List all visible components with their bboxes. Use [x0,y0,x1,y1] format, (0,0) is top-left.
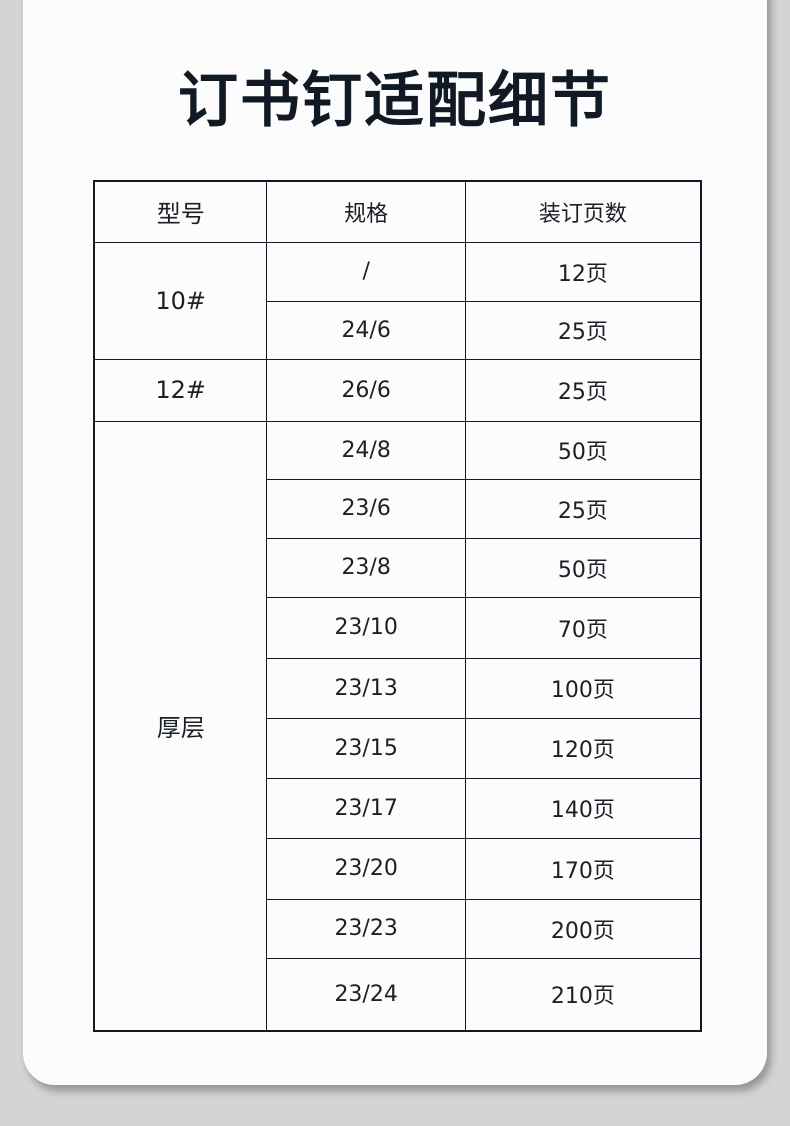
table-row: 厚层 24/8 50页 [93,420,702,1032]
model-cell: 厚层 [93,420,268,1032]
pages-cell: 140页 [464,777,702,839]
page-title: 订书钉适配细节 [178,66,612,136]
spec-cell: 23/23 [266,898,466,959]
table-row: 23/15 120页 [94,717,702,779]
header-spec: 规格 [266,180,466,243]
spec-cell: 23/24 [266,957,466,1032]
pages-cell: 100页 [464,657,702,719]
header-pages: 装订页数 [464,180,702,243]
model-cell: 12# [93,358,268,422]
pages-cell: 200页 [464,898,702,959]
spec-cell: 23/20 [266,837,466,900]
spec-cell: 26/6 [266,358,466,422]
table-header-row: 型号 规格 装订页数 [93,180,702,243]
spec-cell: / [266,241,466,302]
header-model: 型号 [93,180,268,243]
pages-cell: 210页 [464,957,702,1032]
table-row: 23/20 170页 [94,837,702,900]
table-row: 23/13 100页 [94,657,702,719]
table-row: 23/8 50页 [94,537,702,598]
pages-cell: 70页 [464,596,702,659]
spec-cell: 23/10 [266,596,466,659]
pages-cell: 12页 [464,241,702,302]
table-row: 23/23 200页 [94,898,702,959]
table-row: 23/6 25页 [94,478,702,539]
table-row: 23/10 70页 [94,596,702,659]
pages-cell: 170页 [464,837,702,900]
spec-cell: 24/6 [266,300,466,360]
spec-cell: 23/6 [266,478,466,539]
pages-cell: 50页 [464,420,702,480]
spec-cell: 23/8 [266,537,466,598]
pages-cell: 50页 [464,537,702,598]
table-row: 23/17 140页 [94,777,702,839]
spec-cell: 24/8 [266,420,466,480]
table-row: 23/24 210页 [94,957,702,1032]
table-row: 10#/12页 [93,241,702,360]
spec-cell: 23/15 [266,717,466,779]
pages-cell: 120页 [464,717,702,779]
table-row: 12# 26/6 25页 [93,358,702,422]
spec-cell: 23/17 [266,777,466,839]
staple-spec-table: 型号 规格 装订页数 10#/12页 24/6 25页 12# 26/6 25页 厚层 24/… [93,180,702,1032]
pages-cell: 25页 [464,358,702,422]
spec-cell: 23/13 [266,657,466,719]
pages-cell: 25页 [464,300,702,360]
model-cell: 10# [93,241,268,360]
pages-cell: 25页 [464,478,702,539]
